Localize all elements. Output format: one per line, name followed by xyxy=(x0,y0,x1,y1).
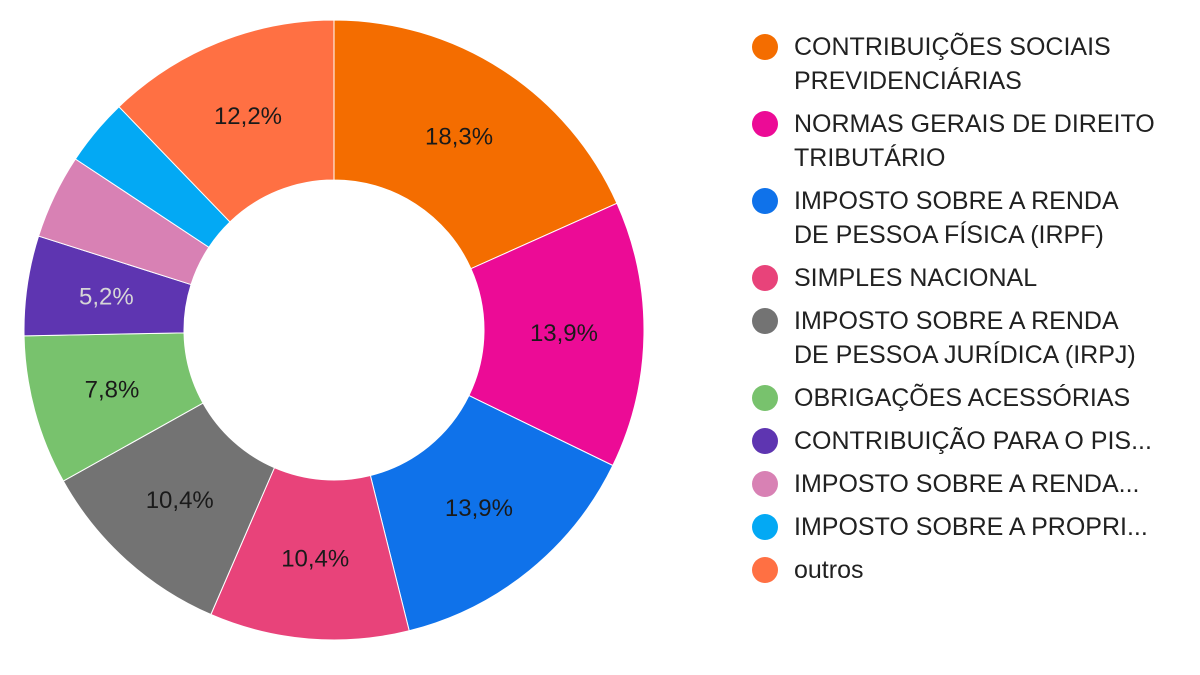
legend-label: outros xyxy=(794,553,863,587)
donut-slice[interactable] xyxy=(369,394,614,632)
legend-label-line: DE PESSOA FÍSICA (IRPF) xyxy=(794,221,1104,249)
legend-label: OBRIGAÇÕES ACESSÓRIAS xyxy=(794,381,1130,415)
donut-chart-svg: 18,3% 13,9% 13,9% 10,4% 10,4% 7,8% 5,2% 12,2% xyxy=(23,19,645,641)
legend-item[interactable]: IMPOSTO SOBRE A RENDA... xyxy=(752,467,1192,501)
legend-label-line: NORMAS GERAIS DE DIREITO xyxy=(794,110,1155,138)
legend-swatch xyxy=(752,188,778,214)
donut-chart: 18,3% 13,9% 13,9% 10,4% 10,4% 7,8% 5,2% 12,2% xyxy=(23,19,645,641)
legend-label: IMPOSTO SOBRE A RENDA DE PESSOA FÍSICA (I… xyxy=(794,184,1119,252)
legend-swatch xyxy=(752,34,778,60)
slice-value-label: 18,3% xyxy=(425,123,493,150)
legend-label-line: IMPOSTO SOBRE A RENDA xyxy=(794,307,1119,335)
legend-swatch xyxy=(752,265,778,291)
legend-item[interactable]: IMPOSTO SOBRE A RENDA DE PESSOA FÍSICA (I… xyxy=(752,184,1192,252)
legend-item[interactable]: OBRIGAÇÕES ACESSÓRIAS xyxy=(752,381,1192,415)
legend-swatch xyxy=(752,514,778,540)
legend-label: IMPOSTO SOBRE A PROPRI... xyxy=(794,510,1148,544)
slice-value-label: 13,9% xyxy=(530,320,598,347)
legend-item[interactable]: SIMPLES NACIONAL xyxy=(752,261,1192,295)
slice-value-label: 7,8% xyxy=(85,376,140,403)
legend-label-line: outros xyxy=(794,556,864,584)
legend-item[interactable]: outros xyxy=(752,553,1192,587)
slice-value-label: 13,9% xyxy=(445,495,513,522)
legend-swatch xyxy=(752,385,778,411)
legend-label-line: CONTRIBUIÇÕES SOCIAIS xyxy=(794,33,1111,61)
donut-slice[interactable] xyxy=(333,19,618,270)
legend-label-line: CONTRIBUIÇÃO PARA O PIS... xyxy=(794,427,1152,455)
legend-item[interactable]: NORMAS GERAIS DE DIREITO TRIBUTÁRIO xyxy=(752,107,1192,175)
legend-label-line: IMPOSTO SOBRE A PROPRI... xyxy=(794,513,1148,541)
legend-item[interactable]: CONTRIBUIÇÕES SOCIAIS PREVIDENCIÁRIAS xyxy=(752,30,1192,98)
legend-label-line: DE PESSOA JURÍDICA (IRPJ) xyxy=(794,341,1136,369)
legend-swatch xyxy=(752,428,778,454)
legend-item[interactable]: IMPOSTO SOBRE A PROPRI... xyxy=(752,510,1192,544)
donut-slice[interactable] xyxy=(118,19,335,223)
legend-label-line: PREVIDENCIÁRIAS xyxy=(794,67,1022,95)
legend-label: SIMPLES NACIONAL xyxy=(794,261,1037,295)
legend-swatch xyxy=(752,557,778,583)
donut-slices xyxy=(23,19,645,641)
legend-label-line: IMPOSTO SOBRE A RENDA... xyxy=(794,470,1140,498)
legend-label-line: IMPOSTO SOBRE A RENDA xyxy=(794,187,1119,215)
slice-value-label: 5,2% xyxy=(79,283,134,310)
chart-legend: CONTRIBUIÇÕES SOCIAIS PREVIDENCIÁRIAS NORM… xyxy=(752,30,1192,596)
legend-label: IMPOSTO SOBRE A RENDA... xyxy=(794,467,1139,501)
legend-swatch xyxy=(752,471,778,497)
legend-label: NORMAS GERAIS DE DIREITO TRIBUTÁRIO xyxy=(794,107,1155,175)
slice-value-label: 12,2% xyxy=(214,103,282,130)
legend-swatch xyxy=(752,111,778,137)
legend-label: IMPOSTO SOBRE A RENDA DE PESSOA JURÍDICA … xyxy=(794,304,1136,372)
legend-item[interactable]: IMPOSTO SOBRE A RENDA DE PESSOA JURÍDICA … xyxy=(752,304,1192,372)
legend-label-line: TRIBUTÁRIO xyxy=(794,144,946,172)
legend-item[interactable]: CONTRIBUIÇÃO PARA O PIS... xyxy=(752,424,1192,458)
slice-value-label: 10,4% xyxy=(146,487,214,514)
donut-slice[interactable] xyxy=(468,202,645,467)
donut-value-labels: 18,3% 13,9% 13,9% 10,4% 10,4% 7,8% 5,2% 12,2% xyxy=(79,103,598,573)
legend-swatch xyxy=(752,308,778,334)
legend-label: CONTRIBUIÇÃO PARA O PIS... xyxy=(794,424,1152,458)
legend-label-line: SIMPLES NACIONAL xyxy=(794,264,1038,292)
slice-value-label: 10,4% xyxy=(281,546,349,573)
legend-label: CONTRIBUIÇÕES SOCIAIS PREVIDENCIÁRIAS xyxy=(794,30,1111,98)
legend-label-line: OBRIGAÇÕES ACESSÓRIAS xyxy=(794,384,1131,412)
